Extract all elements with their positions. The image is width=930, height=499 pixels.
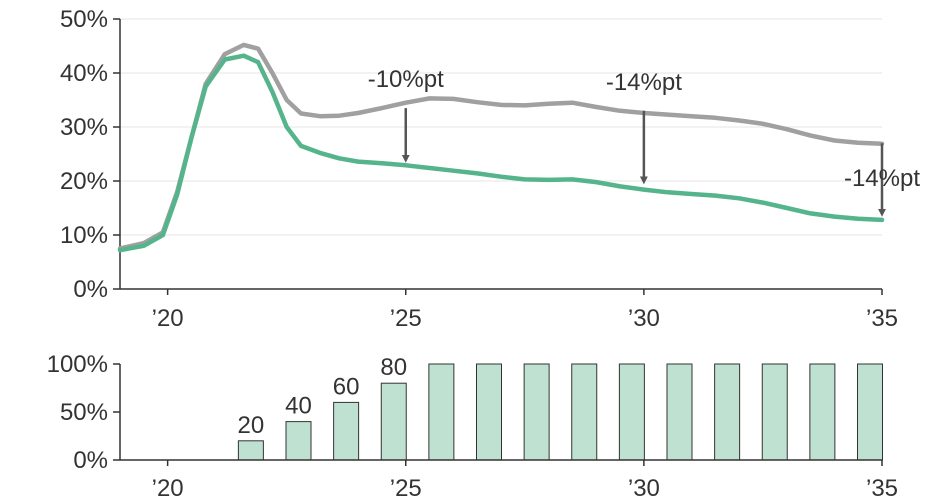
bar <box>809 363 836 461</box>
x-tick-label: ’20 <box>152 475 184 499</box>
bar-value-label: 20 <box>238 412 265 439</box>
line-chart: 0% 10% 20% 30% 40% 50% ’20 ’25 ’30 ’35 -10%pt -14%p… <box>60 6 920 332</box>
bar-value-label: 80 <box>380 354 407 381</box>
y-tick-label: 30% <box>60 114 108 141</box>
y-tick-label: 100% <box>47 351 108 378</box>
bar <box>571 363 598 461</box>
x-tick-label: ’30 <box>628 305 660 332</box>
bar <box>285 421 312 461</box>
series-line-0 <box>117 42 885 251</box>
series-line-1 <box>117 53 885 253</box>
y-tick-label: 10% <box>60 222 108 249</box>
bar <box>523 363 550 461</box>
x-tick-label: ’35 <box>866 305 898 332</box>
bar-value-label: 60 <box>333 373 360 400</box>
delta-label: -14%pt <box>844 165 920 192</box>
y-tick-label: 50% <box>60 6 108 33</box>
x-tick-label: ’30 <box>628 475 660 499</box>
bar <box>237 440 264 461</box>
delta-label: -14%pt <box>606 69 682 96</box>
bar-chart: 0% 50% 100% 20 40 60 80 ’20 ’25 ’30 ’35 <box>47 351 898 499</box>
bar-value-label: 40 <box>285 393 312 420</box>
x-tick-label: ’25 <box>390 305 422 332</box>
y-tick-label: 40% <box>60 60 108 87</box>
bar <box>618 363 645 461</box>
bar <box>428 363 455 461</box>
bar <box>666 363 693 461</box>
bar <box>714 363 741 461</box>
bar <box>857 363 883 461</box>
x-tick-label: ’35 <box>866 475 898 499</box>
y-tick-label: 0% <box>73 276 108 303</box>
x-tick-label: ’20 <box>152 305 184 332</box>
bar <box>476 363 502 461</box>
bar <box>333 401 360 461</box>
bar <box>380 382 407 461</box>
y-tick-label: 0% <box>73 447 108 474</box>
x-tick-label: ’25 <box>390 475 422 499</box>
y-tick-label: 20% <box>60 168 108 195</box>
y-tick-label: 50% <box>60 399 108 426</box>
bar <box>761 363 788 461</box>
delta-label: -10%pt <box>368 66 444 93</box>
